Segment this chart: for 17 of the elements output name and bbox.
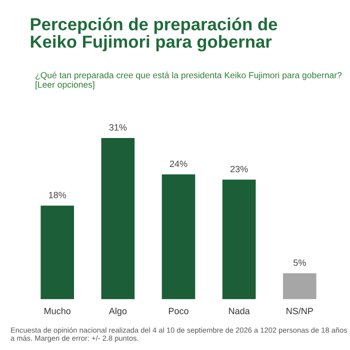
chart-subtitle: ¿Qué tan preparada cree que está la presidenta Keiko Fujimori para gobernar? [Leer opciones] [36,72,342,90]
bar [101,138,135,300]
bar [40,206,74,300]
x-tick-label: Algo [108,308,127,316]
data-label: 5% [293,260,306,266]
x-tick-label: Nada [229,308,250,314]
data-label: 23% [230,166,248,172]
chart-title: Percepción de preparación de Keiko Fujimori para gobernar [30,18,278,52]
x-tick-label: Poco [168,308,188,314]
bar [162,174,196,300]
bar [222,180,256,300]
x-tick-label: NS/NP [286,308,313,314]
data-label: 31% [109,124,127,131]
data-label: 18% [49,192,66,198]
x-tick-label: Mucho [44,308,71,314]
bar [282,273,316,300]
data-label: 24% [170,160,188,167]
